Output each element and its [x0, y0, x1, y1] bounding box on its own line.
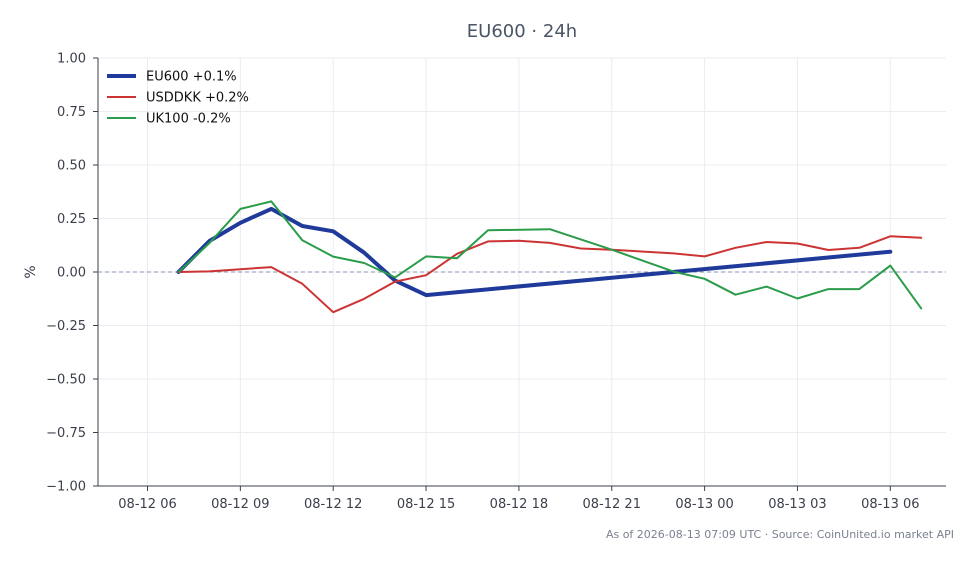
y-tick-label: −1.00	[46, 480, 86, 495]
chart-title: EU600 · 24h	[467, 21, 577, 42]
x-tick-label: 08-12 09	[211, 497, 269, 512]
legend-label-2: UK100 -0.2%	[146, 112, 231, 127]
y-tick-label: 0.00	[57, 266, 86, 281]
y-tick-label: −0.75	[46, 426, 86, 441]
x-tick-label: 08-12 06	[118, 497, 176, 512]
x-tick-label: 08-12 12	[304, 497, 362, 512]
series-line-0	[176, 206, 893, 298]
legend-label-1: USDDKK +0.2%	[146, 91, 249, 106]
y-tick-label: −0.50	[46, 373, 86, 388]
x-tick-label: 08-13 03	[768, 497, 826, 512]
series-group	[176, 200, 923, 314]
series-line-2	[177, 200, 923, 310]
series-line-1	[177, 235, 923, 314]
x-tick-label: 08-13 00	[675, 497, 733, 512]
footer-source: As of 2026-08-13 07:09 UTC · Source: Coi…	[606, 528, 954, 541]
legend-label-0: EU600 +0.1%	[146, 70, 237, 85]
y-tick-label: −0.25	[46, 319, 86, 334]
y-ticks: 1.00 0.75 0.50 0.25 0.00 −0.25 −0.50 −0.75 −1.00	[46, 52, 98, 495]
x-ticks: 08-12 06 08-12 09 08-12 12 08-12 15 08-12 18…	[118, 486, 920, 512]
x-tick-label: 08-13 06	[861, 497, 919, 512]
x-tick-label: 08-12 21	[583, 497, 641, 512]
y-tick-label: 0.25	[57, 212, 86, 227]
y-tick-label: 1.00	[57, 52, 86, 67]
y-tick-label: 0.50	[57, 159, 86, 174]
x-tick-label: 08-12 15	[397, 497, 455, 512]
y-tick-label: 0.75	[57, 105, 86, 120]
x-tick-label: 08-12 18	[490, 497, 548, 512]
legend: EU600 +0.1% USDDKK +0.2% UK100 -0.2%	[107, 70, 249, 127]
y-axis-label: %	[23, 265, 39, 278]
